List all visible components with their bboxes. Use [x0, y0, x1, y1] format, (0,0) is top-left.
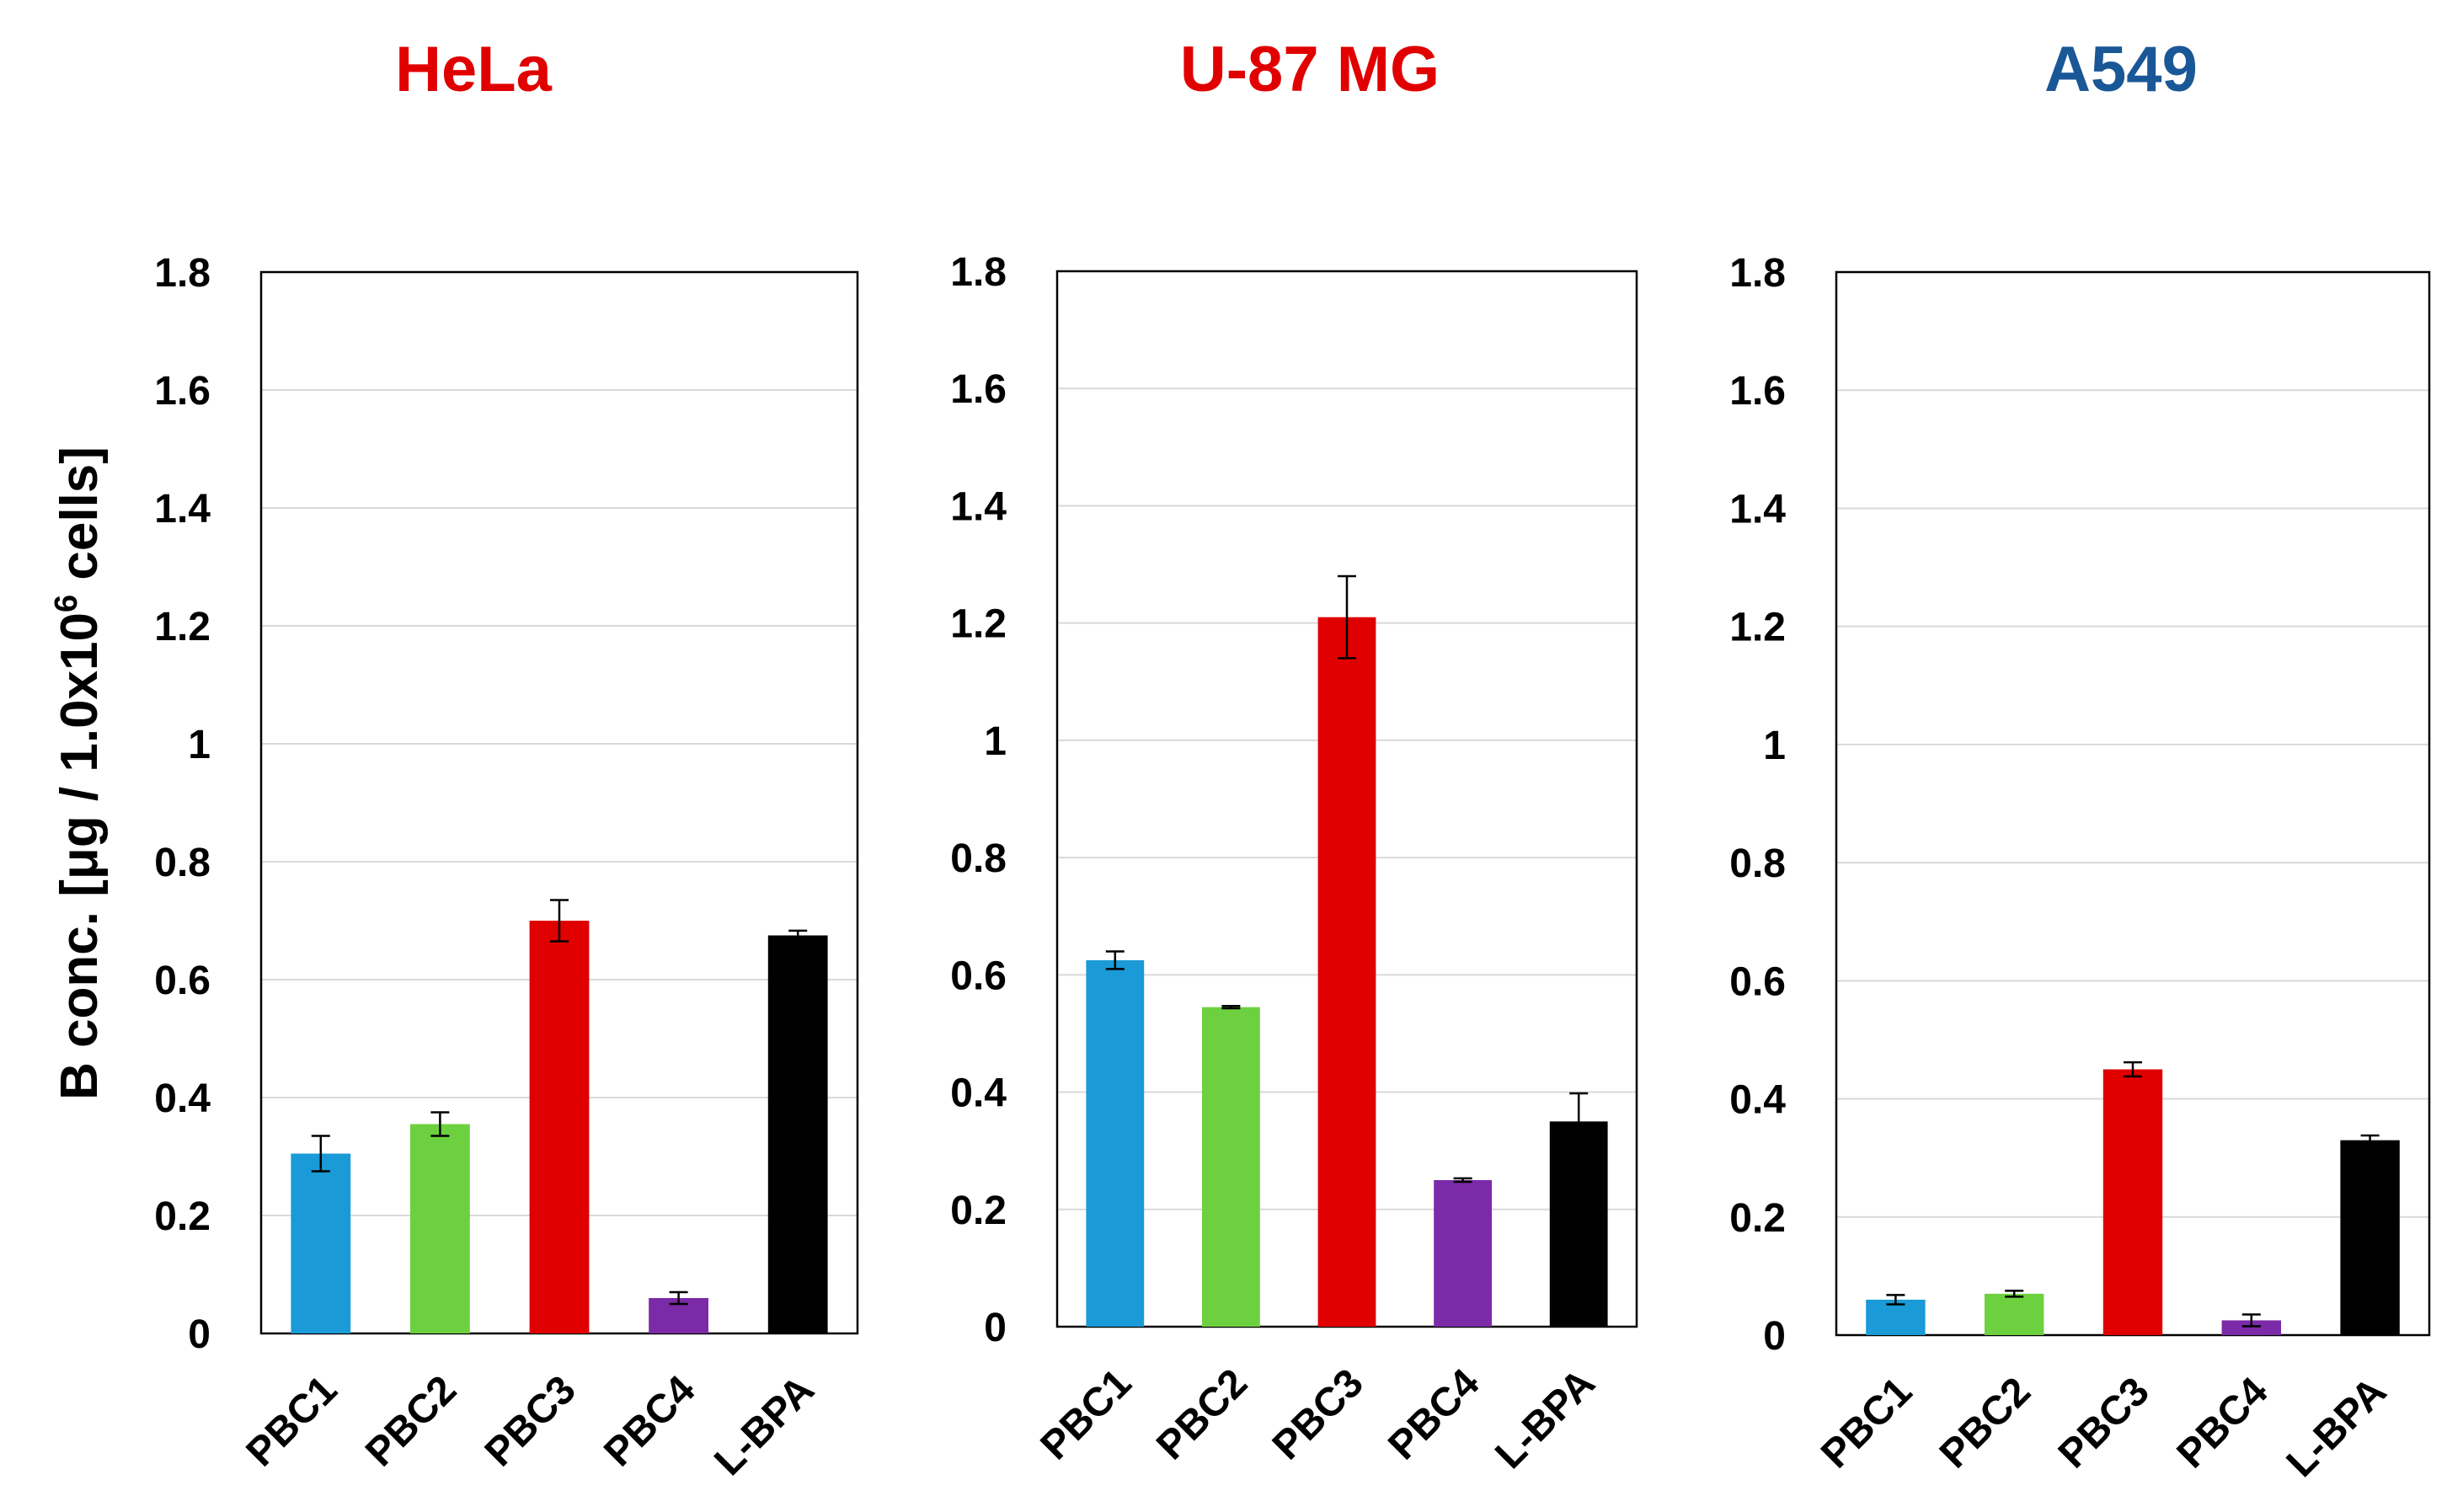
y-tick-label: 1.6 [950, 367, 1007, 412]
category-label: PBC4 [596, 1367, 703, 1475]
bar-l-bpa [1549, 1121, 1608, 1327]
bar-pbc2 [1985, 1293, 2044, 1335]
y-tick-label: 1.8 [154, 251, 211, 296]
category-label: L-BPA [2279, 1369, 2396, 1486]
y-tick-label: 0.8 [154, 841, 211, 885]
bar-l-bpa [767, 935, 828, 1333]
category-label: PBC1 [1033, 1360, 1141, 1468]
y-tick-label: 1.8 [1729, 251, 1786, 296]
category-label: PBC4 [2169, 1369, 2277, 1477]
y-tick-label: 1.6 [154, 369, 211, 414]
y-tick-label: 1.2 [1729, 606, 1786, 650]
panel-title: A549 [2044, 34, 2198, 105]
bar-pbc1 [1866, 1299, 1926, 1335]
category-label: PBC2 [357, 1367, 465, 1475]
bar-pbc3 [529, 921, 590, 1333]
bar-pbc3 [2102, 1069, 2163, 1335]
y-tick-label: 0.2 [1729, 1196, 1786, 1241]
category-label: PBC2 [1931, 1369, 2039, 1477]
bar-pbc2 [1202, 1007, 1260, 1327]
bar-l-bpa [2340, 1140, 2400, 1335]
panel-title: HeLa [395, 34, 553, 105]
bar-pbc4 [1434, 1179, 1492, 1327]
y-tick-label: 0.2 [154, 1194, 211, 1239]
y-tick-label: 1.4 [950, 484, 1007, 529]
category-label: L-BPA [1487, 1360, 1604, 1477]
y-tick-label: 1.8 [950, 250, 1007, 295]
category-label: PBC1 [1813, 1369, 1921, 1477]
bar-pbc4 [2221, 1320, 2281, 1335]
y-tick-label: 1.4 [1729, 487, 1786, 532]
y-tick-label: 0.6 [154, 959, 211, 1003]
y-tick-label: 1 [984, 719, 1007, 764]
y-tick-label: 0.4 [1729, 1078, 1786, 1123]
y-axis-title-suffix: cells] [51, 446, 109, 595]
bar-pbc2 [410, 1124, 470, 1333]
bar-pbc1 [291, 1153, 351, 1333]
category-label: PBC1 [238, 1367, 346, 1475]
y-tick-label: 0.6 [1729, 959, 1786, 1004]
y-tick-label: 0.8 [950, 836, 1007, 881]
y-tick-label: 0 [1763, 1314, 1786, 1359]
category-label: PBC3 [1264, 1360, 1372, 1468]
y-tick-label: 1.6 [1729, 369, 1786, 414]
y-tick-label: 1 [188, 723, 211, 767]
y-tick-label: 0.6 [950, 954, 1007, 998]
category-label: PBC3 [2050, 1369, 2158, 1477]
y-tick-label: 1 [1763, 724, 1786, 768]
y-tick-label: 0 [188, 1312, 211, 1357]
y-tick-label: 1.2 [154, 605, 211, 649]
y-tick-label: 0 [984, 1306, 1007, 1350]
category-label: PBC4 [1380, 1360, 1488, 1468]
category-label: L-BPA [706, 1367, 823, 1484]
y-tick-label: 0.4 [950, 1071, 1007, 1116]
category-label: PBC3 [477, 1367, 585, 1475]
y-axis-title-main: B conc. [μg / 1.0x10 [51, 612, 109, 1100]
bar-pbc1 [1086, 959, 1145, 1327]
y-tick-label: 0.8 [1729, 841, 1786, 886]
y-tick-label: 1.2 [950, 602, 1007, 647]
bar-pbc3 [1317, 617, 1376, 1327]
y-tick-label: 0.2 [950, 1189, 1007, 1233]
y-axis-title-superscript: 6 [49, 595, 84, 612]
category-label: PBC2 [1148, 1360, 1256, 1468]
panel-title: U-87 MG [1180, 34, 1440, 105]
y-tick-label: 1.4 [154, 487, 211, 532]
y-axis-title: B conc. [μg / 1.0x106 cells] [49, 446, 109, 1100]
y-tick-label: 0.4 [154, 1077, 211, 1121]
